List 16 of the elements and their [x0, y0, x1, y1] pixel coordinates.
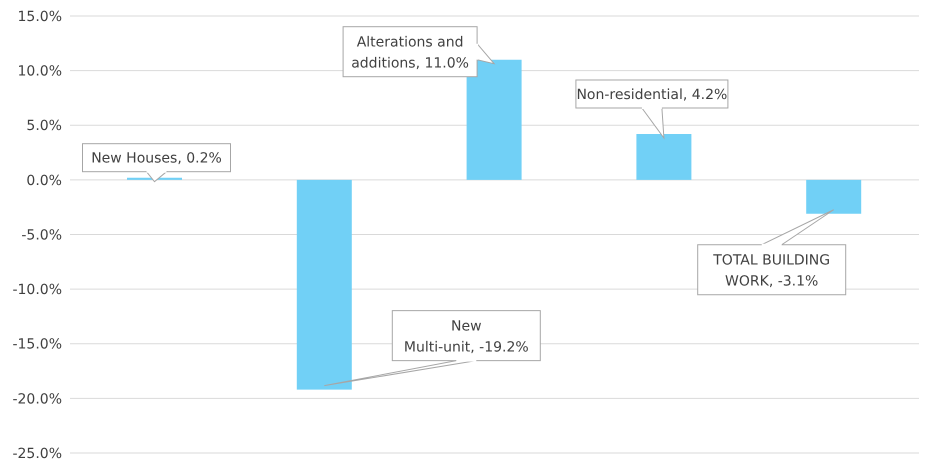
y-tick-label: 5.0%: [26, 118, 62, 134]
data-label: New Multi-unit, -19.2%: [404, 318, 529, 356]
y-tick-label: -25.0%: [12, 446, 62, 462]
y-tick-label: 10.0%: [18, 64, 62, 80]
data-label: TOTAL BUILDING WORK, -3.1%: [712, 252, 830, 290]
y-tick-label: 0.0%: [26, 172, 62, 189]
data-label: New Houses, 0.2%: [91, 150, 222, 167]
bar: [636, 134, 692, 180]
y-tick-label: -15.0%: [12, 336, 62, 353]
y-tick-label: 15.0%: [18, 8, 62, 25]
y-tick-label: -10.0%: [12, 282, 62, 298]
y-tick-label: -5.0%: [21, 227, 62, 244]
data-label: Alterations and additions, 11.0%: [351, 34, 469, 72]
y-tick-label: -20.0%: [12, 391, 62, 408]
data-label: Non-residential, 4.2%: [576, 86, 728, 103]
bar: [466, 60, 522, 180]
